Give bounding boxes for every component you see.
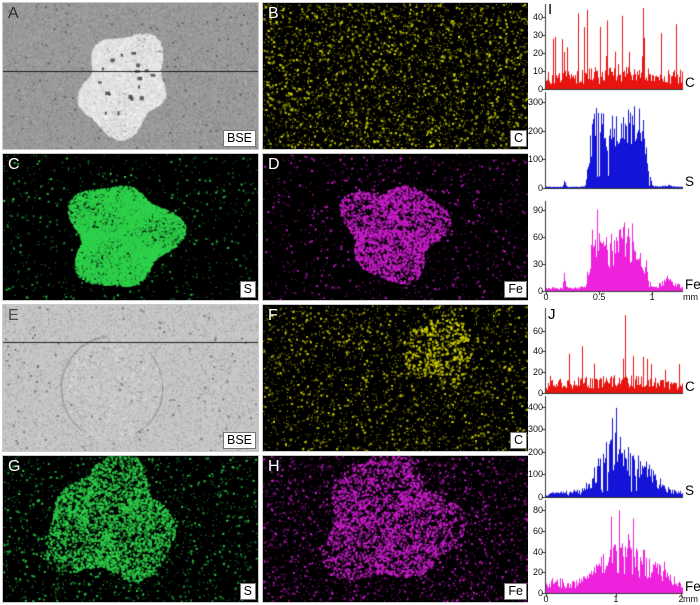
y-axis-tick-label: 40	[532, 346, 543, 356]
element-label-fe: Fe	[685, 277, 700, 292]
bse-image-canvas	[3, 3, 258, 149]
y-axis-tick-label: 60	[532, 232, 543, 242]
carbon-tag: C	[509, 130, 527, 147]
sulfur-tag: S	[239, 583, 256, 600]
panel-letter-h: H	[268, 458, 280, 475]
panel-g-sulfur-map: G S	[2, 455, 259, 603]
y-axis-tick-label: 0	[537, 183, 543, 193]
y-axis-tick-label: 300	[527, 97, 543, 107]
panel-letter-a: A	[8, 5, 19, 22]
y-axis-tick-label: 80	[532, 505, 543, 515]
element-label-c: C	[685, 379, 695, 394]
iron-map-canvas	[263, 154, 529, 300]
panel-a-bse-image: A BSE	[2, 2, 259, 150]
x-axis-tick-label: 0	[543, 292, 549, 302]
carbon-map-canvas	[263, 305, 529, 451]
element-label-fe: Fe	[685, 579, 700, 594]
x-axis-tick-label: 2	[678, 594, 684, 604]
element-label-s: S	[685, 174, 695, 189]
panel-letter-f: F	[268, 307, 278, 324]
sulfur-tag: S	[239, 281, 256, 298]
y-axis-tick-label: 0	[537, 588, 543, 598]
panel-f-carbon-map: F C	[262, 304, 530, 452]
panel-c-sulfur-map: C S	[2, 153, 259, 301]
panel-letter-c: C	[8, 156, 20, 173]
y-axis-tick-label: 20	[532, 567, 543, 577]
element-label-c: C	[685, 75, 695, 90]
element-label-s: S	[685, 483, 695, 498]
y-axis-tick-label: 90	[532, 205, 543, 215]
x-axis-tick-label: 1	[613, 594, 619, 604]
x-axis-tick-label: 0.5	[592, 292, 606, 302]
y-axis-tick-label: 30	[532, 259, 543, 269]
x-axis-tick-label: 1	[649, 292, 655, 302]
y-axis-tick-label: 200	[527, 126, 543, 136]
panel-letter-g: G	[8, 458, 21, 475]
sulfur-map-canvas	[3, 456, 258, 602]
y-axis-tick-label: 0	[537, 492, 543, 502]
line-scan-charts: I 0 10 20 30 40 C 0 100 200 300 S 0 30 60 90 Fe 0 0.5 1 mm J 0…	[528, 0, 700, 605]
y-axis-tick-label: 0	[537, 286, 543, 296]
y-axis-tick-label: 40	[532, 547, 543, 557]
y-axis-tick-label: 0	[537, 84, 543, 94]
panel-b-carbon-map: B C	[262, 2, 530, 150]
bse-tag: BSE	[222, 432, 256, 449]
y-axis-tick-label: 20	[532, 48, 543, 58]
panel-e-bse-image: E BSE	[2, 304, 259, 452]
carbon-map-canvas	[263, 3, 529, 149]
sulfur-map-canvas	[3, 154, 258, 300]
y-axis-tick-label: 400	[527, 402, 543, 412]
panel-d-iron-map: D Fe	[262, 153, 530, 301]
panel-letter-e: E	[8, 307, 19, 324]
bse-tag: BSE	[222, 130, 256, 147]
bse-image-canvas	[3, 305, 258, 451]
panel-letter-j: J	[548, 306, 556, 323]
y-axis-tick-label: 0	[537, 388, 543, 398]
panel-h-iron-map: H Fe	[262, 455, 530, 603]
y-axis-tick-label: 40	[532, 12, 543, 22]
x-axis-tick-label: 0	[543, 594, 549, 604]
panel-letter-d: D	[268, 156, 280, 173]
x-axis-unit-label: mm	[683, 594, 698, 604]
line-scan-canvas	[528, 0, 700, 605]
panel-letter-i: I	[548, 1, 553, 18]
y-axis-tick-label: 100	[527, 154, 543, 164]
y-axis-tick-label: 300	[527, 424, 543, 434]
y-axis-tick-label: 200	[527, 447, 543, 457]
y-axis-tick-label: 60	[532, 326, 543, 336]
iron-tag: Fe	[504, 583, 527, 600]
panel-letter-b: B	[268, 5, 279, 22]
y-axis-tick-label: 20	[532, 367, 543, 377]
iron-map-canvas	[263, 456, 529, 602]
y-axis-tick-label: 100	[527, 469, 543, 479]
y-axis-tick-label: 60	[532, 526, 543, 536]
carbon-tag: C	[509, 432, 527, 449]
y-axis-tick-label: 10	[532, 66, 543, 76]
x-axis-unit-label: mm	[683, 292, 698, 302]
iron-tag: Fe	[504, 281, 527, 298]
y-axis-tick-label: 30	[532, 30, 543, 40]
